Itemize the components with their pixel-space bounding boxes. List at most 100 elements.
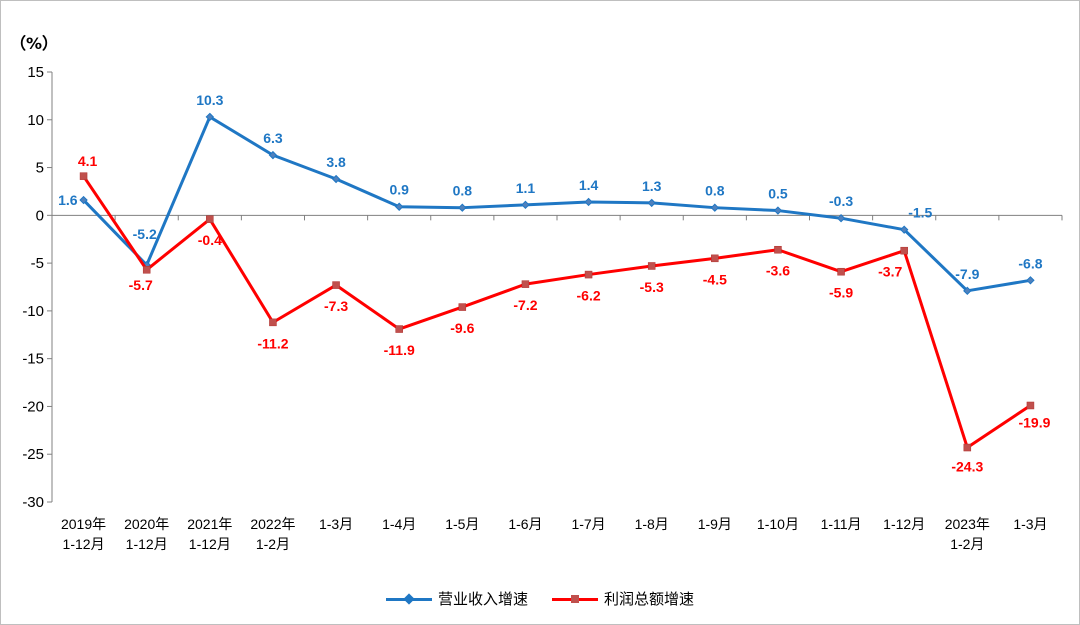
legend-item-revenue: 营业收入增速 [385,588,528,609]
data-label-profit: -6.2 [577,288,601,304]
data-label-profit: -3.6 [766,263,790,279]
data-point-marker [395,325,403,333]
x-tick-label: 2021年 [187,516,232,532]
x-tick-label: 1-9月 [698,516,732,532]
data-point-marker [1026,401,1035,410]
legend-swatch-revenue [385,592,432,606]
data-label-revenue: 0.8 [705,183,725,199]
data-label-revenue: -0.3 [829,193,853,209]
data-point-marker [1026,276,1035,285]
data-label-profit: -24.3 [951,459,983,475]
data-point-marker [79,195,88,205]
data-label-profit: -5.7 [129,277,153,293]
data-label-revenue: 1.6 [58,192,78,208]
data-label-profit: -19.9 [1018,414,1050,430]
data-label-profit: -7.2 [513,297,537,313]
x-tick-label: 1-3月 [319,516,353,532]
data-point-marker [774,245,782,254]
y-tick-label: -25 [22,446,44,463]
data-label-profit: -3.7 [878,264,902,280]
data-point-marker [647,262,656,270]
data-label-profit: -4.5 [703,271,727,287]
data-label-profit: -5.9 [829,285,853,301]
data-point-marker [458,203,467,212]
x-tick-label: 1-12月 [189,536,231,552]
data-point-marker [584,270,593,279]
data-point-marker [332,281,340,289]
data-point-marker [963,443,972,452]
data-label-revenue: -5.2 [133,226,157,242]
x-tick-label: 1-12月 [63,536,105,552]
data-label-revenue: -1.5 [908,205,932,221]
y-tick-label: 10 [27,112,44,129]
series-line-1 [82,175,1032,450]
x-tick-label: 1-6月 [508,516,542,532]
data-point-marker [331,174,341,184]
data-point-marker [647,198,656,208]
x-tick-label: 1-2月 [950,536,984,552]
data-point-marker [205,112,215,122]
y-tick-label: -5 [31,255,44,272]
data-point-marker [206,215,214,223]
y-tick-label: 5 [36,160,44,177]
x-tick-label: 1-12月 [883,516,925,532]
data-label-revenue: 0.9 [389,182,409,198]
data-label-revenue: -6.8 [1018,255,1042,271]
x-tick-label: 1-8月 [635,516,669,532]
data-label-profit: -0.4 [198,232,222,248]
x-tick-label: 2022年 [250,516,295,532]
x-tick-label: 1-10月 [757,516,799,532]
data-point-marker [269,318,277,327]
data-point-marker [900,246,908,255]
x-tick-label: 1-5月 [445,516,479,532]
x-tick-label: 1-11月 [821,516,862,532]
series-line-0 [82,115,1031,293]
x-tick-label: 1-2月 [256,536,290,552]
data-label-revenue: 0.8 [453,183,473,199]
data-label-revenue: 1.4 [579,177,599,193]
data-label-revenue: 3.8 [326,154,346,170]
data-point-marker [710,203,720,212]
data-label-revenue: -7.9 [955,266,979,282]
legend-swatch-profit [552,592,598,606]
x-tick-label: 1-4月 [382,516,416,532]
data-point-marker [142,266,151,274]
x-tick-label: 2019年 [61,516,106,532]
data-label-revenue: 6.3 [263,130,283,146]
chart-legend: 营业收入增速 利润总额增速 [0,588,1080,609]
data-point-marker [899,225,909,234]
data-label-profit: -5.3 [640,279,664,295]
data-label-revenue: 1.3 [642,178,662,194]
data-label-profit: -7.3 [324,298,348,314]
y-tick-label: -15 [22,351,44,368]
data-label-revenue: 0.5 [768,186,788,202]
legend-label-profit: 利润总额增速 [604,590,695,608]
y-tick-label: 0 [36,207,44,224]
data-label-profit: -9.6 [450,320,474,336]
data-point-marker [711,254,719,263]
y-tick-label: -20 [22,398,44,415]
x-tick-label: 2023年 [945,516,990,532]
data-point-marker [837,267,845,276]
y-axis-unit-label: （%） [10,34,59,53]
data-label-revenue: 1.1 [516,180,536,196]
y-tick-label: 15 [27,64,44,81]
x-tick-label: 1-7月 [571,516,605,532]
x-tick-label: 1-12月 [126,536,168,552]
y-tick-label: -10 [22,303,44,320]
legend-item-profit: 利润总额增速 [552,588,694,609]
y-tick-label: -30 [22,494,44,511]
data-point-marker [79,172,88,180]
x-tick-label: 2020年 [124,516,169,532]
data-label-profit: 4.1 [78,153,98,169]
x-tick-label: 1-3月 [1013,516,1047,532]
data-point-marker [268,150,278,160]
data-point-marker [836,213,846,223]
data-point-marker [521,280,530,288]
data-point-marker [963,286,972,296]
data-label-profit: -11.9 [384,342,415,358]
data-point-marker [394,202,404,211]
legend-label-revenue: 营业收入增速 [437,590,528,608]
data-label-revenue: 10.3 [196,92,223,108]
